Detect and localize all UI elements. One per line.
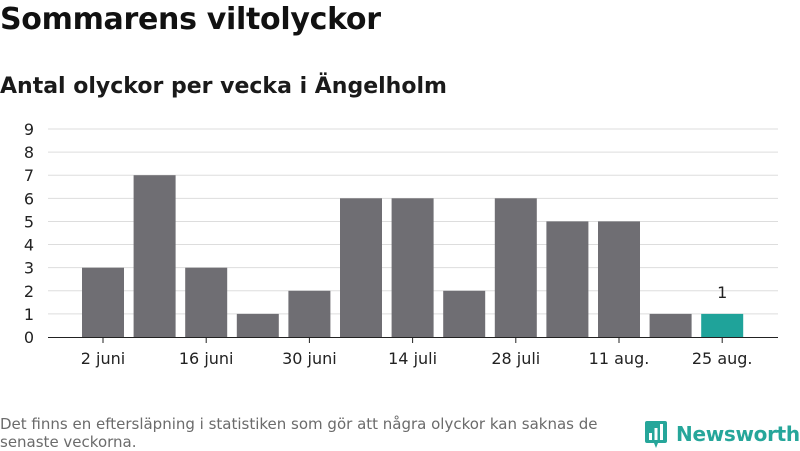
bar-7-juli[interactable] [340, 198, 382, 337]
bar-16-juni[interactable] [185, 267, 228, 337]
y-tick-label: 4 [24, 236, 34, 255]
bars [82, 175, 744, 337]
bar-18-aug[interactable] [649, 313, 692, 337]
bar-30-juni[interactable] [288, 290, 331, 337]
brand-name: Newsworthy [676, 422, 800, 446]
bar-chart: 0 1 2 3 4 5 6 7 8 9 1 2 juni 16 juni 30 juni 14 juli… [24, 120, 778, 368]
bar-21-juli[interactable] [443, 290, 486, 337]
bar-9-juni[interactable] [133, 175, 176, 337]
x-tick-label: 25 aug. [692, 349, 753, 368]
x-tick-label: 30 juni [282, 349, 337, 368]
brand-logo[interactable]: Newsworthy [644, 418, 800, 450]
x-tick-label: 14 juli [388, 349, 437, 368]
y-tick-label: 5 [24, 212, 34, 231]
data-label: 1 [717, 283, 727, 302]
bar-14-juli[interactable] [391, 198, 434, 337]
bar-23-juni[interactable] [236, 313, 279, 337]
y-tick-label: 1 [24, 305, 34, 324]
bar-11-aug[interactable] [598, 221, 640, 337]
chart-title: Sommarens viltolyckor [0, 2, 381, 37]
x-tick-label: 16 juni [179, 349, 234, 368]
y-tick-label: 9 [24, 120, 34, 139]
y-tick-label: 7 [24, 166, 34, 185]
x-tick-label: 11 aug. [589, 349, 650, 368]
y-axis-ticks: 0 1 2 3 4 5 6 7 8 9 [24, 120, 34, 347]
x-tick-label: 2 juni [81, 349, 125, 368]
y-tick-label: 0 [24, 328, 34, 347]
y-tick-label: 3 [24, 259, 34, 278]
x-tick-label: 28 juli [491, 349, 540, 368]
data-labels: 1 [717, 283, 727, 302]
bar-2-juni[interactable] [82, 267, 124, 337]
y-tick-label: 2 [24, 282, 34, 301]
footnote: Det finns en eftersläpning i statistiken… [0, 415, 598, 451]
y-tick-label: 8 [24, 143, 34, 162]
bar-4-aug[interactable] [546, 221, 589, 337]
x-axis-ticks: 2 juni 16 juni 30 juni 14 juli 28 juli 11 aug… [81, 337, 753, 368]
y-tick-label: 6 [24, 189, 34, 208]
bar-25-aug[interactable] [701, 313, 744, 337]
bar-28-juli[interactable] [494, 198, 537, 337]
chart-subtitle: Antal olyckor per vecka i Ängelholm [0, 74, 447, 99]
bar-chart-logo-icon [645, 421, 667, 448]
